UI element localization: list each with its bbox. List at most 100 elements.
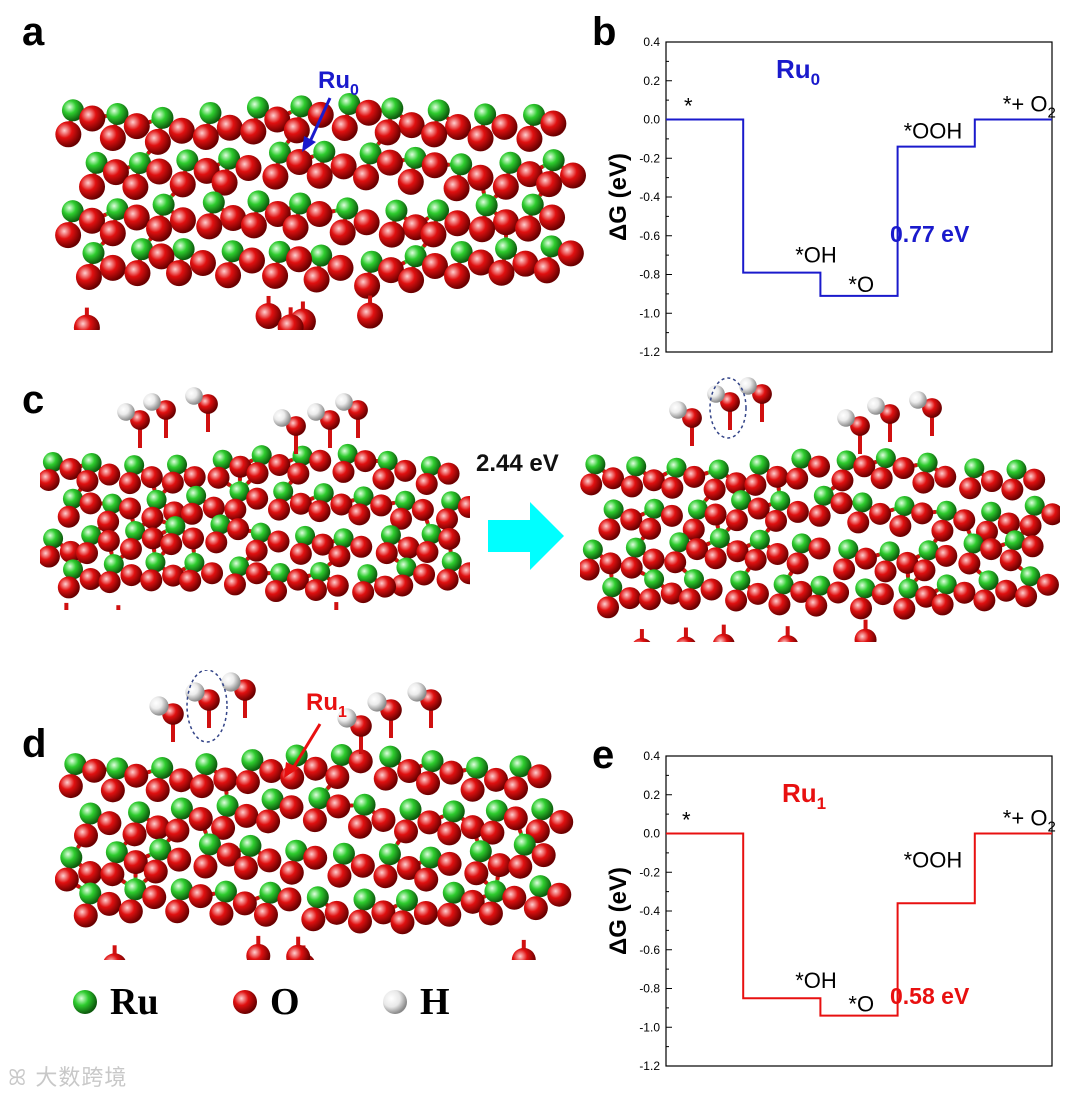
o-atom: [215, 262, 242, 289]
ru-atom: [385, 199, 408, 222]
o-atom: [264, 200, 291, 227]
ru-atom: [273, 481, 294, 502]
h-atom-icon: [383, 990, 407, 1014]
o-atom: [40, 469, 60, 492]
o-atom: [808, 537, 831, 560]
step-label: *OH: [795, 968, 837, 993]
y-tick-label: 0.0: [643, 113, 660, 127]
o-atom: [827, 581, 850, 604]
o-atom: [118, 497, 141, 520]
o-atom: [980, 470, 1003, 493]
ru-atom: [450, 240, 473, 263]
ru-atom: [216, 794, 239, 817]
o-atom: [216, 114, 243, 141]
o-atom: [620, 508, 643, 531]
atom-group: [55, 744, 574, 960]
o-atom: [420, 221, 447, 248]
o-atom: [469, 216, 496, 243]
o-atom: [257, 848, 282, 873]
o-atom: [373, 864, 398, 889]
o-atom: [148, 243, 175, 270]
hydroxyl-adsorbate: [185, 387, 218, 432]
o-atom: [394, 459, 417, 482]
panel-letter-e: e: [592, 733, 615, 777]
o-atom: [143, 859, 168, 884]
structure-c-final: [580, 377, 1060, 642]
y-tick-label: 0.2: [643, 788, 660, 802]
o-atom: [765, 509, 788, 532]
o-atom: [959, 477, 982, 500]
o-atom: [156, 400, 176, 420]
hydroxyl-adsorbate: [143, 393, 176, 438]
ru-atom: [250, 522, 271, 543]
o-atom: [443, 175, 470, 202]
ru-atom: [936, 574, 957, 595]
o-atom: [193, 854, 218, 879]
ru-atom: [81, 525, 102, 546]
o-atom: [353, 209, 380, 236]
ru-atom: [128, 801, 151, 824]
o-atom: [79, 568, 102, 591]
step-label: *+ O2: [1003, 92, 1056, 122]
o-atom: [854, 547, 877, 570]
o-atom: [744, 473, 767, 496]
o-atom: [99, 254, 126, 281]
o-atom: [995, 579, 1018, 602]
ru-atom: [268, 240, 291, 263]
h-atom: [221, 672, 241, 692]
o-atom: [515, 215, 542, 242]
o-atom: [411, 498, 434, 521]
o-atom: [557, 240, 584, 267]
o-atom: [871, 583, 894, 606]
ru-atom: [918, 540, 939, 561]
ru-atom: [399, 798, 422, 821]
o-atom: [353, 164, 380, 191]
o-atom: [232, 891, 257, 916]
o-atom: [638, 588, 661, 611]
o-atom: [79, 207, 106, 234]
o-atom: [122, 822, 147, 847]
o-atom: [146, 158, 173, 185]
ru-atom: [149, 838, 172, 861]
ru-atom: [313, 483, 334, 504]
o-atom: [808, 504, 831, 527]
o-atom: [370, 494, 393, 517]
o-atom: [830, 492, 853, 515]
o-atom: [397, 758, 422, 783]
hydroxyl-adsorbate: [407, 682, 442, 728]
ru-atom: [749, 529, 770, 550]
ru-atom: [381, 97, 404, 120]
step-label: *O: [848, 992, 874, 1017]
hydroxyl-adsorbate: [273, 409, 306, 454]
ru-atom: [310, 244, 333, 267]
o-atom: [146, 215, 173, 242]
o-atom: [169, 171, 196, 198]
o-atom: [286, 148, 313, 175]
ru-atom: [353, 793, 376, 816]
ru-atom: [170, 797, 193, 820]
ru-atom: [1020, 566, 1041, 587]
o-atom: [279, 860, 304, 885]
ru-atom: [852, 492, 873, 513]
o-atom: [224, 498, 247, 521]
hydroxyl-adsorbate: [335, 393, 368, 438]
free-energy-step-line: [666, 832, 1052, 1017]
o-atom: [374, 119, 401, 146]
hydroxyl-adsorbate: [909, 391, 942, 436]
o-atom: [262, 163, 289, 190]
o-atom: [660, 504, 683, 527]
o-atom: [752, 384, 772, 404]
o-atom: [516, 125, 543, 152]
ru-atom: [269, 141, 292, 164]
ru-atom: [421, 523, 442, 544]
o-atom: [853, 455, 876, 478]
o-atom: [253, 902, 278, 927]
o-atom: [436, 508, 459, 531]
ru-atom: [199, 101, 222, 124]
o-atom: [931, 519, 954, 542]
legend-label-o: O: [270, 981, 300, 1023]
o-atom: [511, 947, 536, 960]
ru-atom: [62, 488, 83, 509]
ru-atom: [333, 528, 354, 549]
o-atom: [1021, 535, 1044, 558]
